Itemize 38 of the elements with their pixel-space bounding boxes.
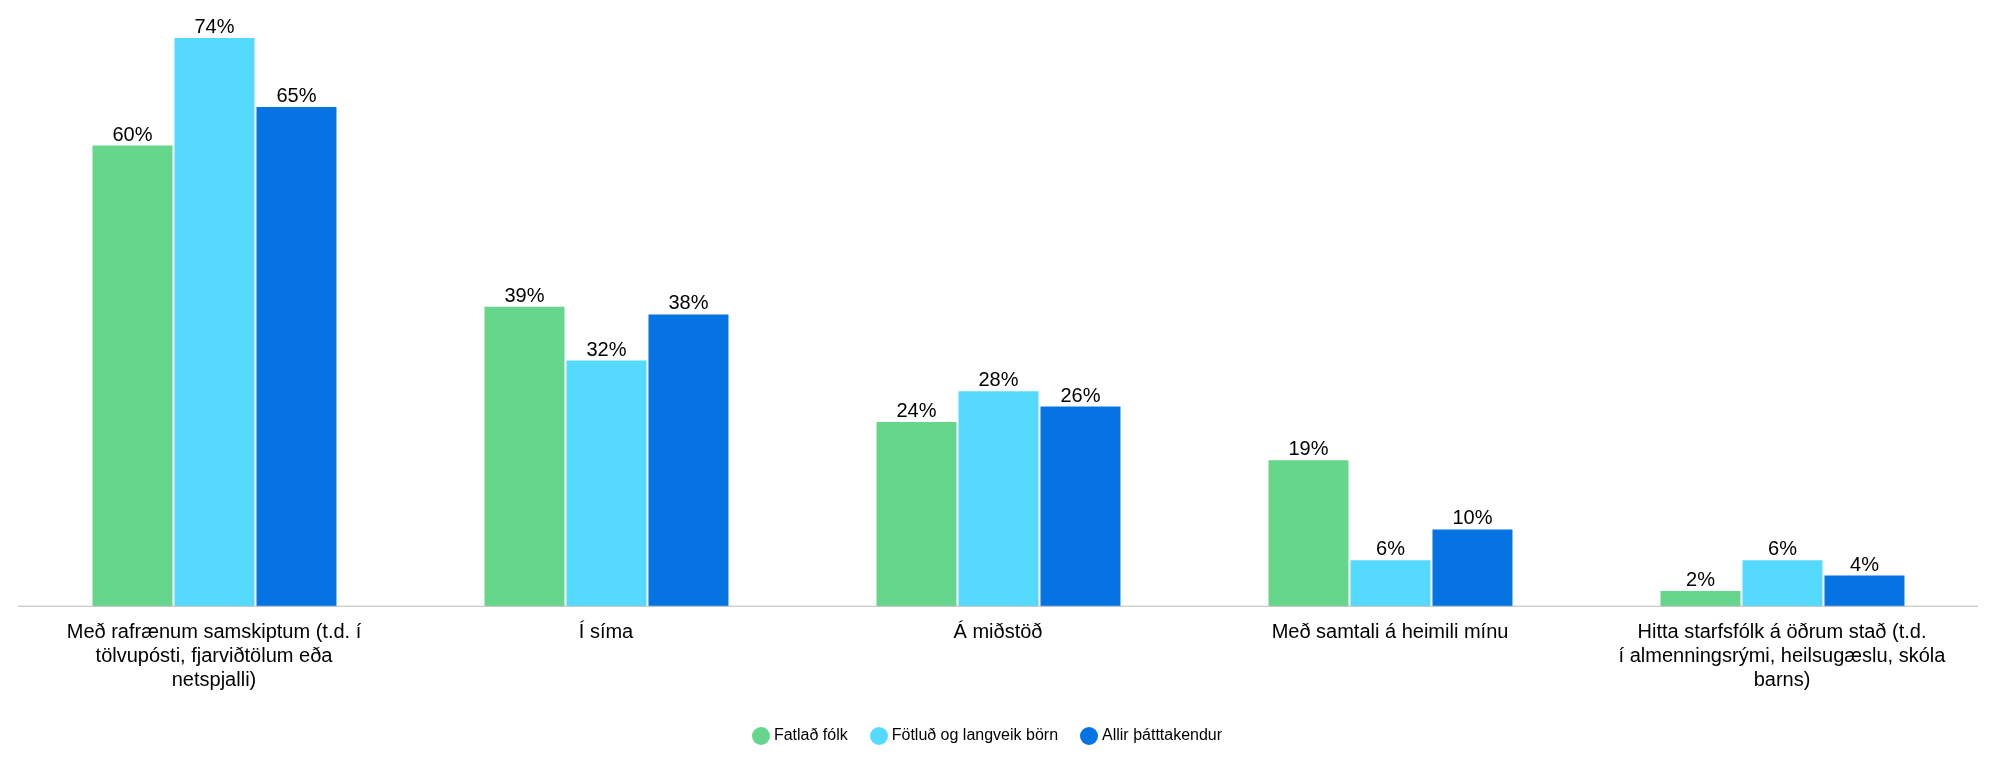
data-label: 60% bbox=[112, 122, 153, 145]
bar bbox=[648, 314, 729, 607]
x-tick-label: Hitta starfsfólk á öðrum stað (t.d. í almenningsrými, heilsugæslu, skóla barns) bbox=[1618, 620, 1947, 691]
bar bbox=[1432, 529, 1513, 607]
bar bbox=[484, 306, 565, 607]
data-label: 28% bbox=[978, 368, 1019, 391]
data-label: 38% bbox=[668, 291, 709, 314]
data-label: 19% bbox=[1288, 437, 1329, 460]
bar bbox=[1040, 406, 1121, 607]
legend-label: Fötluð og langveik börn bbox=[891, 726, 1059, 744]
bar bbox=[174, 38, 255, 607]
data-label: 4% bbox=[1850, 552, 1880, 575]
data-label: 6% bbox=[1376, 537, 1406, 560]
bar bbox=[1268, 460, 1349, 607]
data-label: 2% bbox=[1686, 567, 1716, 590]
bar bbox=[1660, 590, 1741, 607]
data-label: 39% bbox=[504, 283, 545, 306]
data-label: 26% bbox=[1060, 383, 1101, 406]
x-tick-label: Með samtali á heimili mínu bbox=[1271, 620, 1509, 643]
legend-label: Fatlað fólk bbox=[773, 726, 848, 744]
bar bbox=[256, 107, 337, 607]
bar bbox=[1824, 575, 1905, 607]
data-label: 6% bbox=[1768, 537, 1798, 560]
x-tick-label: Á miðstöð bbox=[953, 620, 1043, 643]
x-tick-label: Í síma bbox=[578, 620, 635, 643]
data-label: 24% bbox=[896, 398, 937, 421]
data-label: 10% bbox=[1452, 506, 1493, 529]
bar bbox=[1742, 560, 1823, 607]
bar bbox=[876, 421, 957, 607]
bar bbox=[92, 145, 173, 607]
data-label: 74% bbox=[194, 15, 235, 37]
legend-label: Allir þátttakendur bbox=[1102, 726, 1223, 744]
bar bbox=[1350, 560, 1431, 607]
bar bbox=[566, 360, 647, 607]
data-label: 65% bbox=[276, 84, 317, 107]
data-label: 32% bbox=[586, 337, 627, 360]
x-tick-label: Með rafrænum samskiptum (t.d. í tölvupósti, fjarviðtölum eða netspjalli) bbox=[66, 620, 362, 691]
bar bbox=[958, 391, 1039, 607]
